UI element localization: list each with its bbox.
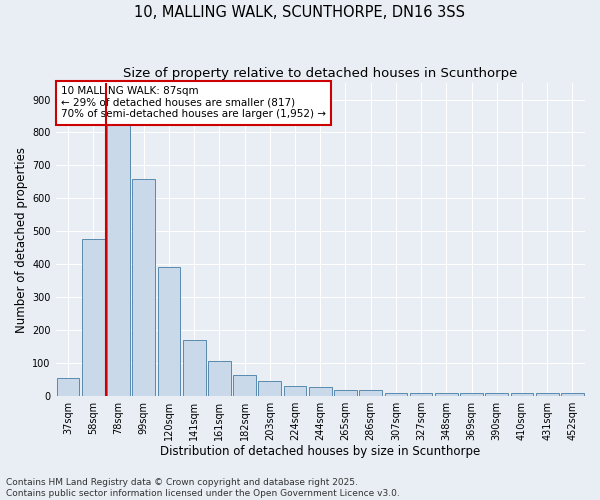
Title: Size of property relative to detached houses in Scunthorpe: Size of property relative to detached ho… xyxy=(123,68,517,80)
Bar xyxy=(460,393,483,396)
Bar xyxy=(334,390,357,396)
Bar xyxy=(208,361,231,396)
Bar xyxy=(309,387,332,396)
Bar xyxy=(107,120,130,396)
Bar xyxy=(385,393,407,396)
Bar xyxy=(536,393,559,396)
Text: Contains HM Land Registry data © Crown copyright and database right 2025.
Contai: Contains HM Land Registry data © Crown c… xyxy=(6,478,400,498)
Bar xyxy=(561,393,584,396)
Bar xyxy=(435,393,458,396)
Bar xyxy=(284,386,307,396)
Bar xyxy=(511,393,533,396)
Text: 10 MALLING WALK: 87sqm
← 29% of detached houses are smaller (817)
70% of semi-de: 10 MALLING WALK: 87sqm ← 29% of detached… xyxy=(61,86,326,120)
X-axis label: Distribution of detached houses by size in Scunthorpe: Distribution of detached houses by size … xyxy=(160,444,481,458)
Bar xyxy=(259,382,281,396)
Bar xyxy=(359,390,382,396)
Bar xyxy=(183,340,206,396)
Text: 10, MALLING WALK, SCUNTHORPE, DN16 3SS: 10, MALLING WALK, SCUNTHORPE, DN16 3SS xyxy=(134,5,466,20)
Bar xyxy=(57,378,79,396)
Bar xyxy=(158,266,181,396)
Bar xyxy=(82,238,104,396)
Bar xyxy=(233,376,256,396)
Bar xyxy=(485,393,508,396)
Y-axis label: Number of detached properties: Number of detached properties xyxy=(15,146,28,332)
Bar xyxy=(133,178,155,396)
Bar xyxy=(410,393,433,396)
